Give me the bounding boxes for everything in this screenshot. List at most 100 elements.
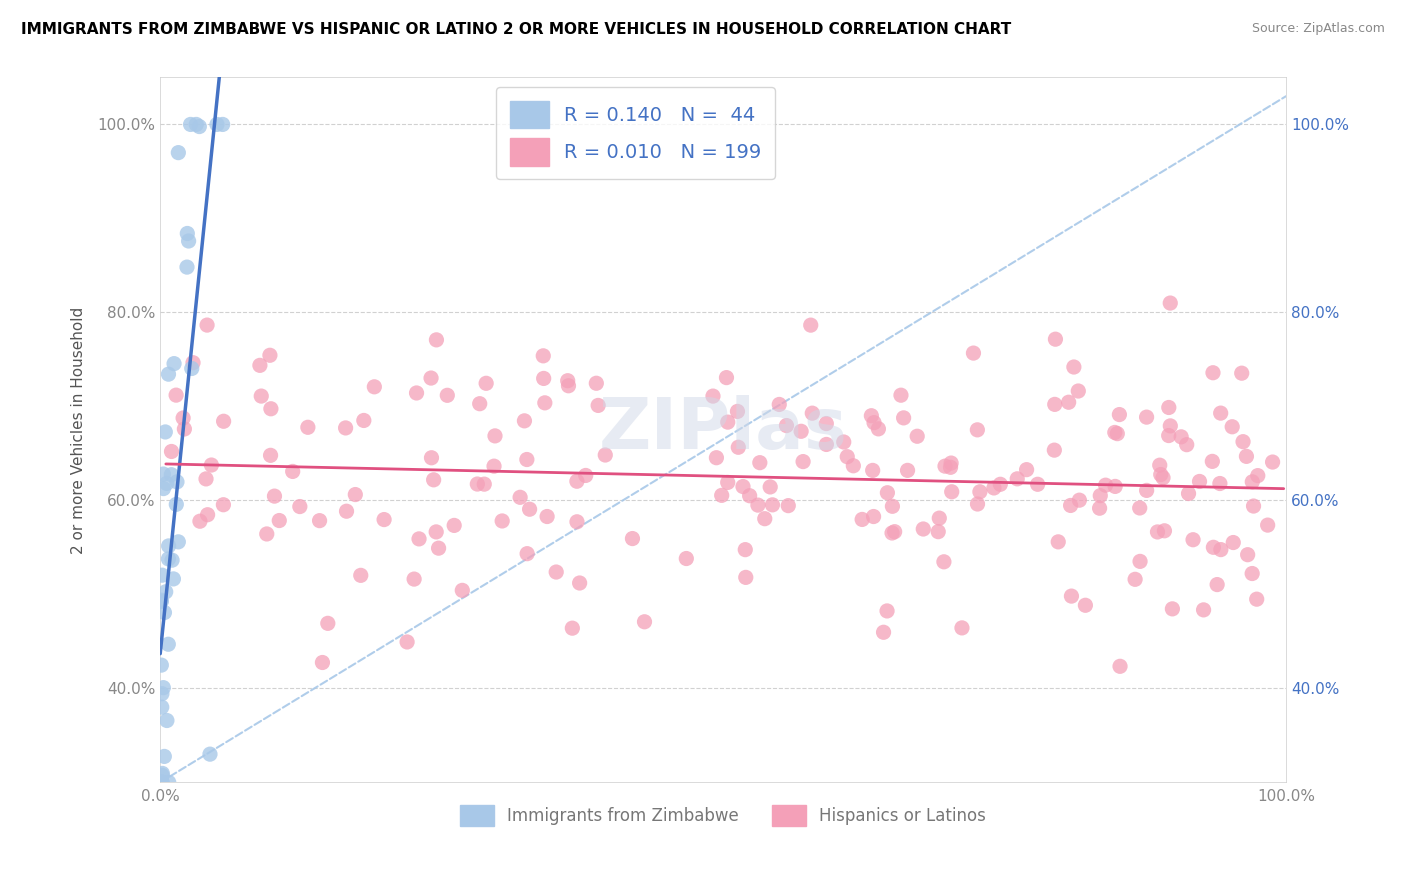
- Point: [155, 584, 177, 599]
- Point: [1094, 478, 1116, 492]
- Point: [443, 518, 465, 533]
- Point: [186, 118, 208, 132]
- Point: [1153, 524, 1175, 538]
- Point: [1157, 428, 1180, 442]
- Point: [150, 768, 173, 782]
- Point: [425, 333, 447, 347]
- Point: [966, 497, 988, 511]
- Point: [195, 472, 218, 486]
- Point: [1192, 603, 1215, 617]
- Point: [422, 473, 444, 487]
- Point: [150, 593, 173, 607]
- Point: [1220, 419, 1243, 434]
- Point: [815, 417, 838, 431]
- Point: [405, 386, 427, 401]
- Point: [1188, 475, 1211, 489]
- Point: [156, 476, 179, 491]
- Point: [557, 378, 579, 392]
- Point: [717, 415, 740, 429]
- Point: [586, 399, 609, 413]
- Point: [150, 568, 173, 582]
- Point: [988, 477, 1011, 491]
- Point: [1247, 468, 1270, 483]
- Point: [1159, 418, 1181, 433]
- Point: [176, 227, 198, 241]
- Point: [815, 437, 838, 451]
- Point: [316, 616, 339, 631]
- Point: [167, 534, 190, 549]
- Point: [200, 458, 222, 472]
- Point: [150, 775, 173, 789]
- Point: [868, 422, 890, 436]
- Point: [716, 370, 738, 384]
- Point: [150, 687, 173, 701]
- Point: [155, 425, 177, 439]
- Point: [1241, 475, 1264, 489]
- Point: [1090, 489, 1112, 503]
- Point: [436, 388, 458, 402]
- Point: [1201, 454, 1223, 468]
- Point: [1136, 483, 1159, 498]
- Point: [491, 514, 513, 528]
- Point: [738, 489, 761, 503]
- Point: [1060, 589, 1083, 603]
- Point: [969, 484, 991, 499]
- Point: [862, 509, 884, 524]
- Point: [1063, 359, 1085, 374]
- Point: [516, 547, 538, 561]
- Point: [768, 397, 790, 411]
- Point: [1146, 524, 1168, 539]
- Point: [350, 568, 373, 582]
- Point: [536, 509, 558, 524]
- Point: [153, 606, 176, 620]
- Point: [427, 541, 450, 556]
- Point: [163, 357, 186, 371]
- Point: [801, 406, 824, 420]
- Point: [747, 498, 769, 512]
- Point: [259, 448, 281, 462]
- Point: [792, 454, 814, 468]
- Point: [575, 468, 598, 483]
- Point: [165, 388, 187, 402]
- Point: [425, 524, 447, 539]
- Point: [1129, 554, 1152, 568]
- Point: [941, 484, 963, 499]
- Point: [790, 425, 813, 439]
- Point: [706, 450, 728, 465]
- Point: [1175, 438, 1198, 452]
- Point: [1088, 501, 1111, 516]
- Point: [1206, 577, 1229, 591]
- Point: [180, 361, 202, 376]
- Point: [363, 380, 385, 394]
- Point: [1230, 366, 1253, 380]
- Point: [534, 396, 557, 410]
- Point: [420, 371, 443, 385]
- Point: [150, 594, 173, 608]
- Point: [912, 522, 935, 536]
- Point: [557, 374, 579, 388]
- Point: [561, 621, 583, 635]
- Point: [939, 460, 962, 475]
- Point: [1246, 592, 1268, 607]
- Point: [761, 498, 783, 512]
- Point: [166, 475, 188, 489]
- Point: [862, 463, 884, 477]
- Point: [513, 414, 536, 428]
- Point: [876, 604, 898, 618]
- Point: [150, 658, 173, 673]
- Point: [759, 480, 782, 494]
- Point: [621, 532, 644, 546]
- Point: [408, 532, 430, 546]
- Point: [928, 511, 950, 525]
- Point: [1243, 499, 1265, 513]
- Text: Source: ZipAtlas.com: Source: ZipAtlas.com: [1251, 22, 1385, 36]
- Point: [188, 514, 211, 528]
- Point: [281, 465, 304, 479]
- Point: [269, 514, 291, 528]
- Point: [177, 234, 200, 248]
- Point: [1026, 477, 1049, 491]
- Point: [1109, 659, 1132, 673]
- Point: [876, 485, 898, 500]
- Point: [1149, 458, 1171, 473]
- Point: [150, 775, 173, 789]
